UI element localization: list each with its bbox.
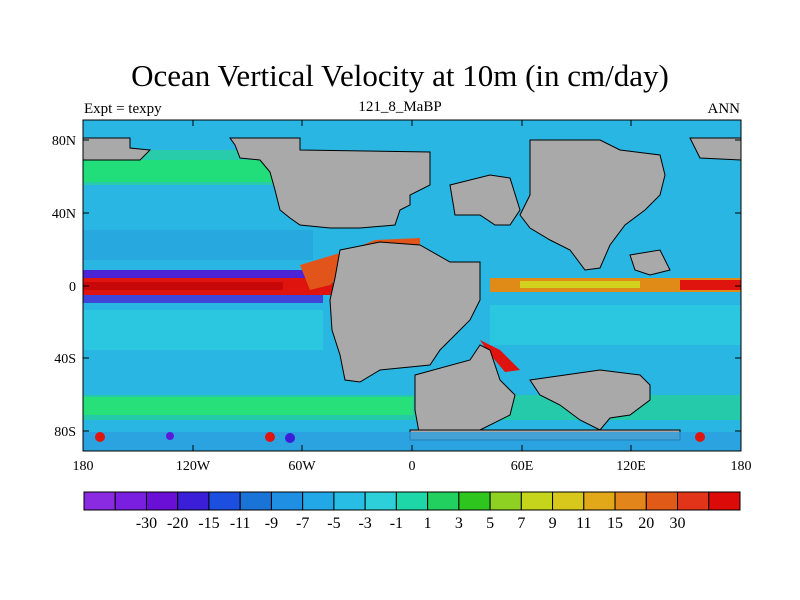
map-title: Ocean Vertical Velocity at 10m (in cm/da… (131, 58, 669, 93)
colorbar-label: 1 (424, 515, 432, 532)
colorbar: -30 -20 -15 -11 -9 -7 -5 -3 -1 1 3 5 7 9 11 15 20 30 (83, 491, 741, 532)
land-arctic-west (83, 137, 152, 161)
land-north-america (229, 137, 431, 229)
equatorial-downwelling-south (83, 295, 323, 303)
equatorial-downwelling-north (83, 270, 343, 278)
colorbar-label: 30 (670, 515, 686, 532)
colorbar-swatch (614, 491, 647, 511)
colorbar-label: -11 (230, 515, 251, 532)
colorbar-label: 7 (517, 515, 525, 532)
colorbar-swatch (208, 491, 241, 511)
colorbar-swatch (239, 491, 272, 511)
colorbar-label: 3 (455, 515, 463, 532)
equatorial-upwelling-core (83, 282, 283, 290)
lat-tick-label: 0 (69, 280, 76, 295)
colorbar-swatch (145, 491, 179, 511)
colorbar-swatch (458, 491, 491, 511)
polar-downwelling-1 (166, 432, 174, 440)
polar-downwelling-2 (285, 433, 295, 443)
colorbar-label: -5 (327, 515, 340, 532)
colorbar-swatch (364, 491, 397, 511)
lat-tick-label: 40N (52, 207, 76, 222)
colorbar-swatch (302, 491, 335, 511)
ocean-band-indian (490, 305, 741, 345)
map-panel (83, 120, 741, 451)
colorbar-swatch (395, 491, 429, 511)
land-south-america (329, 241, 481, 383)
colorbar-swatch (489, 491, 522, 511)
lon-tick-label: 60W (288, 459, 316, 474)
colorbar-swatch (270, 491, 304, 511)
polar-upwelling-3 (695, 432, 705, 442)
colorbar-swatch (645, 491, 679, 511)
coastal-upwelling-north (300, 238, 420, 290)
colorbar-swatch (83, 491, 116, 511)
lon-tick-label: 60E (511, 459, 534, 474)
land-europe (449, 174, 521, 226)
lon-tick-label: 120W (176, 459, 211, 474)
southern-ocean (83, 432, 741, 451)
season-label: ANN (707, 101, 741, 117)
polar-upwelling-1 (95, 432, 105, 442)
coastal-upwelling-south (480, 340, 520, 372)
land-australia (529, 369, 651, 431)
colorbar-label: 11 (576, 515, 591, 532)
colorbar-swatch (427, 491, 460, 511)
equatorial-upwelling-indian-core (520, 281, 640, 288)
colorbar-label: -3 (358, 515, 371, 532)
colorbar-swatch (177, 491, 210, 511)
colorbar-label: -30 (136, 515, 157, 532)
land-arctic-east (689, 137, 741, 161)
colorbar-swatch (333, 491, 366, 511)
colorbar-label: -15 (198, 515, 219, 532)
colorbar-label: -9 (265, 515, 278, 532)
colorbar-label: -1 (390, 515, 403, 532)
colorbar-swatch (114, 491, 147, 511)
lat-tick-label: 80N (52, 134, 76, 149)
colorbar-label: 5 (486, 515, 494, 532)
ocean-band-north-subtropics-core (83, 160, 293, 182)
colorbar-label: 9 (549, 515, 557, 532)
case-label: 121_8_MaBP (358, 99, 442, 115)
land-island-east (629, 249, 671, 276)
ocean-band-trade (83, 230, 313, 260)
ocean-band-south-trade (83, 310, 323, 350)
ocean-band-south-polar-core (83, 397, 413, 415)
land-eurasia (519, 139, 666, 271)
lon-axis: 180 120W 60W 0 60E 120E 180 (73, 120, 752, 474)
equatorial-upwelling-west (680, 280, 741, 290)
lon-tick-label: 120E (616, 459, 646, 474)
polar-upwelling-2 (265, 432, 275, 442)
lon-tick-label: 180 (731, 459, 752, 474)
lat-axis: 80N 40N 0 40S 80S (52, 134, 741, 440)
colorbar-label: -20 (167, 515, 188, 532)
colorbar-swatch (520, 491, 554, 511)
lat-tick-label: 40S (54, 352, 76, 367)
colorbar-swatch (552, 491, 585, 511)
colorbar-label: 20 (638, 515, 654, 532)
colorbar-label: 15 (607, 515, 623, 532)
lon-tick-label: 0 (409, 459, 416, 474)
colorbar-swatch (708, 491, 741, 511)
lon-tick-label: 180 (73, 459, 94, 474)
colorbar-swatch (583, 491, 616, 511)
colorbar-swatch (677, 491, 710, 511)
colorbar-label: -7 (296, 515, 309, 532)
experiment-label: Expt = texpy (84, 101, 162, 117)
lat-tick-label: 80S (54, 425, 76, 440)
